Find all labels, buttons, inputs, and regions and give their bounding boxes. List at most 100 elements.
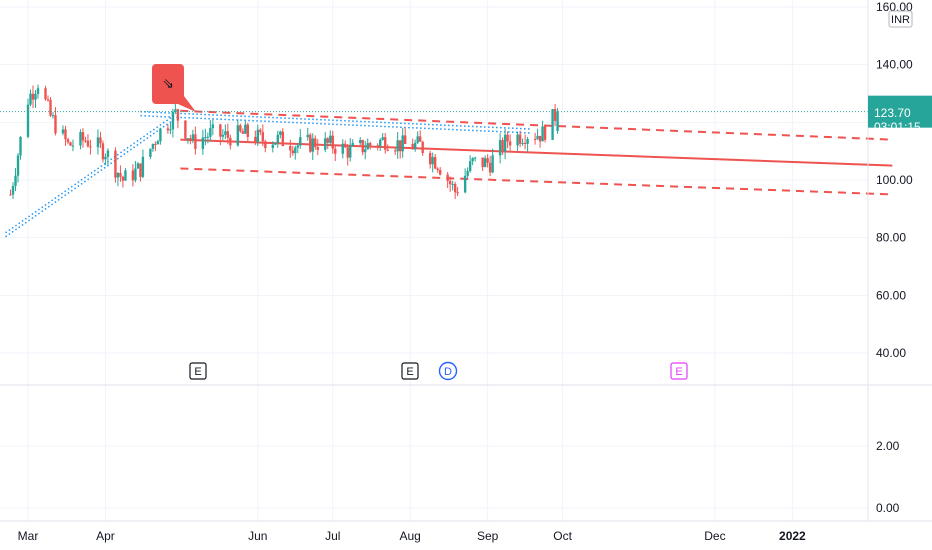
candle-body	[311, 138, 314, 152]
candle-body	[26, 104, 30, 137]
channel-line-lower[interactable]	[180, 167, 893, 196]
price-tick-label: 140.00	[876, 58, 913, 72]
event-marker-dividend[interactable]: D	[438, 361, 458, 381]
candle-body	[139, 163, 142, 177]
time-axis[interactable]: Mar Apr Jun Jul Aug Sep Oct Dec 2022	[18, 529, 806, 543]
candle-body	[254, 136, 257, 143]
candle-body	[224, 131, 227, 135]
candle-body	[346, 147, 349, 158]
candle-body	[86, 140, 90, 147]
candle-body	[491, 155, 494, 173]
candle-body	[171, 111, 175, 130]
candle-body	[384, 137, 387, 150]
channel-line-upper[interactable]	[180, 109, 893, 141]
candle-body	[124, 170, 127, 181]
candle-body	[296, 145, 299, 148]
candle-body	[386, 149, 389, 151]
candle-body	[241, 131, 245, 134]
candle-body	[84, 140, 87, 142]
candle-body	[259, 129, 262, 133]
overlays: ⇘	[0, 64, 868, 113]
candle-body	[341, 143, 344, 154]
candle-body	[136, 163, 140, 169]
candle-body	[349, 146, 352, 158]
time-tick-label: Apr	[96, 529, 115, 543]
candle-body	[351, 142, 354, 147]
candle-body	[498, 140, 502, 156]
candle-body	[501, 140, 504, 152]
candle-body	[64, 129, 67, 140]
blue-trendline-1[interactable]	[140, 110, 531, 130]
event-marker-earnings-upcoming[interactable]: E	[670, 362, 688, 380]
time-tick-label: Mar	[18, 529, 39, 543]
candle-body	[289, 146, 292, 151]
price-tick-label: 100.00	[876, 173, 913, 187]
candle-body	[276, 134, 279, 144]
event-marker-earnings-2[interactable]: E	[401, 362, 419, 380]
candle-body	[506, 134, 509, 142]
candle-body	[149, 148, 152, 157]
candle-body	[191, 134, 195, 140]
indicator-axis[interactable]: 2.00 0.00	[876, 439, 900, 515]
candle-body	[518, 134, 522, 144]
candle-body	[486, 158, 489, 163]
candle-body	[526, 138, 529, 144]
candle-body	[239, 125, 242, 132]
candle-body	[516, 134, 519, 146]
currency-badge[interactable]: INR	[888, 10, 913, 28]
drawing-tool-marker[interactable]: ⇘	[152, 64, 196, 112]
candle-body	[229, 137, 232, 146]
blue-trendline-0[interactable]	[5, 113, 176, 234]
candle-body	[324, 138, 327, 150]
candle-body	[438, 169, 442, 175]
candle-body	[468, 161, 472, 172]
candle-body	[399, 140, 402, 152]
event-marker-earnings-1[interactable]: E	[189, 362, 207, 380]
candle-body	[543, 126, 547, 140]
candle-body	[446, 174, 449, 181]
candle-body	[96, 137, 100, 148]
candle-body	[453, 183, 457, 193]
candle-body	[61, 129, 65, 134]
candle-body	[379, 139, 382, 146]
time-tick-label: Aug	[400, 529, 421, 543]
candle-body	[14, 175, 17, 186]
candle-body	[169, 129, 172, 131]
candle-body	[556, 111, 559, 131]
candle-body	[448, 180, 452, 185]
time-tick-label: Dec	[704, 529, 725, 543]
candle-body	[431, 157, 434, 165]
candle-body	[9, 194, 12, 196]
candle-body	[471, 158, 474, 162]
candle-body	[19, 136, 22, 156]
candle-body	[433, 157, 437, 169]
candle-body	[538, 135, 542, 142]
candle-body	[306, 134, 309, 138]
blue-trendline-0[interactable]	[5, 117, 176, 238]
price-tick-label: 80.00	[876, 231, 906, 245]
candle-body	[503, 134, 507, 152]
candle-body	[194, 134, 197, 149]
candle-body	[359, 140, 362, 143]
candle-body	[261, 132, 265, 142]
candle-body	[463, 175, 467, 193]
candle-body	[154, 143, 157, 145]
candlesticks	[9, 84, 559, 200]
candle-body	[274, 143, 277, 145]
candle-body	[316, 147, 319, 150]
candle-body	[31, 93, 35, 100]
currency-label: INR	[891, 14, 910, 26]
channel-line-mid[interactable]	[180, 138, 893, 167]
candle-body	[204, 137, 207, 139]
candle-body	[174, 109, 177, 112]
candle-body	[71, 145, 75, 147]
event-label: E	[194, 366, 201, 378]
blue-trendlines	[5, 110, 531, 238]
price-tick-label: 60.00	[876, 288, 906, 302]
blue-trendline-1[interactable]	[140, 114, 531, 134]
candle-body	[219, 124, 222, 137]
candle-body	[394, 150, 397, 152]
